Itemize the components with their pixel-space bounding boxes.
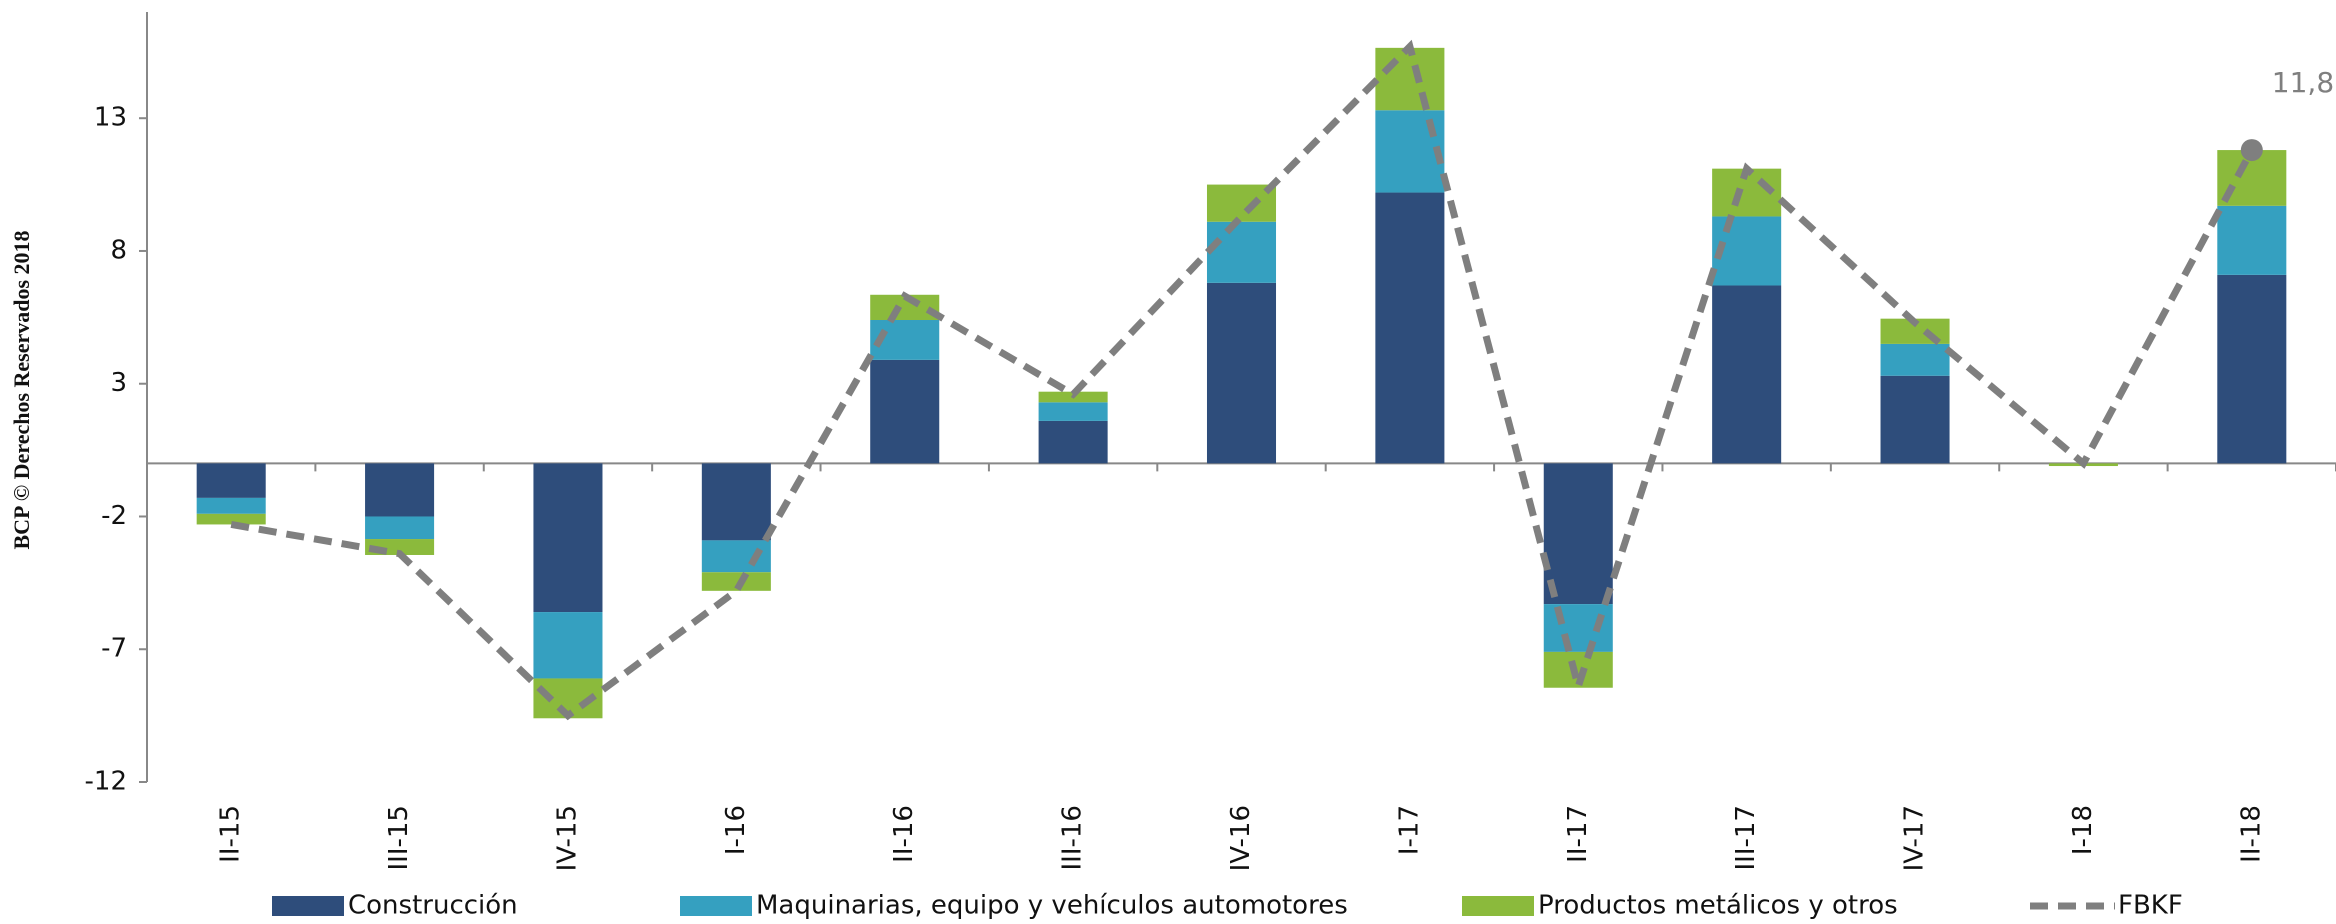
bar: [1543, 463, 1613, 605]
x-tick-label: IV-17: [1900, 805, 1930, 871]
bar: [2217, 274, 2287, 464]
legend-label: Productos metálicos y otros: [1538, 891, 1898, 921]
bar: [1712, 285, 1782, 464]
x-tick-label: III-16: [1058, 805, 1088, 870]
bar: [196, 463, 266, 498]
y-tick-label: 3: [110, 368, 127, 398]
bar: [196, 513, 266, 525]
y-tick-label: -12: [85, 767, 127, 797]
y-tick-label: -2: [101, 501, 127, 531]
x-tick-label: III-17: [1731, 805, 1761, 870]
bar: [701, 572, 771, 591]
bar: [1038, 420, 1108, 464]
bar: [1543, 604, 1613, 652]
x-tick-label: I-16: [721, 805, 751, 855]
bar: [196, 497, 266, 514]
legend-label: FBKF: [2118, 891, 2183, 921]
x-tick-label: I-17: [1394, 805, 1424, 855]
y-tick-label: 13: [94, 103, 127, 133]
bar: [701, 463, 771, 541]
bar: [1712, 216, 1782, 286]
legend-swatch: [272, 896, 344, 916]
bar: [1880, 343, 1950, 376]
bar: [870, 359, 940, 464]
x-tick-label: II-18: [2236, 805, 2266, 863]
y-tick-label: 8: [110, 235, 127, 265]
bar: [1375, 47, 1445, 111]
x-tick-label: II-15: [216, 805, 246, 863]
bar: [1206, 184, 1277, 222]
x-tick-label: IV-15: [552, 805, 582, 871]
y-tick-label: -7: [101, 634, 127, 664]
x-tick-label: III-15: [384, 805, 414, 870]
bar: [701, 540, 771, 573]
legend-swatch: [1462, 896, 1534, 916]
bar: [365, 463, 435, 517]
side-note: BCP © Derechos Reservados 2018: [9, 230, 34, 549]
x-tick-label: II-16: [889, 805, 919, 863]
bar: [1206, 221, 1277, 283]
x-tick-label: IV-16: [1226, 805, 1256, 871]
bar: [2217, 205, 2287, 275]
bar: [1880, 375, 1950, 464]
x-tick-label: I-18: [2068, 805, 2098, 855]
bar: [533, 612, 603, 679]
bar: [533, 463, 603, 613]
bar: [1038, 402, 1108, 421]
x-tick-label: II-17: [1563, 805, 1593, 863]
bar: [1375, 192, 1445, 464]
legend-label: Construcción: [348, 891, 518, 921]
fbkf-line: [230, 39, 2255, 721]
fbkf-point: [2240, 139, 2263, 162]
bar: [365, 516, 435, 540]
bar: [1206, 282, 1277, 464]
legend-label: Maquinarias, equipo y vehículos automoto…: [756, 891, 1348, 921]
legend-swatch: [680, 896, 752, 916]
data-label: 11,8: [2272, 66, 2334, 99]
